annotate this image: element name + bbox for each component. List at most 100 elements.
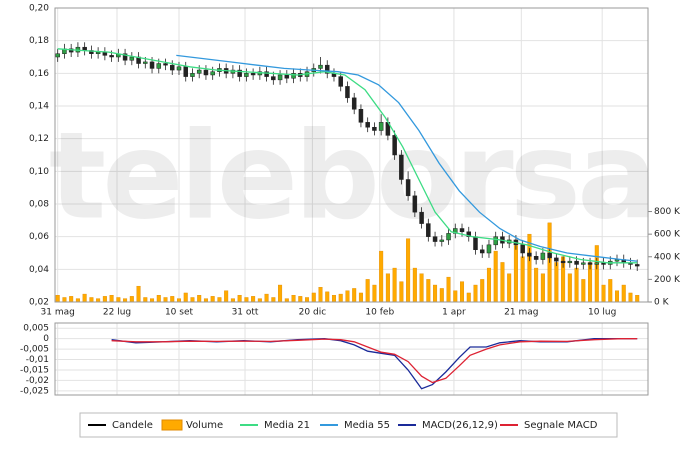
volume-bar <box>446 276 451 303</box>
plot-area <box>55 323 648 395</box>
volume-bar <box>460 281 465 303</box>
volume-bar <box>257 298 262 303</box>
volume-bar <box>608 279 613 303</box>
legend-label: Candele <box>112 420 153 431</box>
volume-bar <box>615 290 620 303</box>
y2-tick-label: 0 K <box>654 298 670 308</box>
series-line <box>176 54 638 262</box>
candle-body <box>493 236 498 246</box>
volume-bar <box>237 295 242 303</box>
volume-bar <box>278 284 283 303</box>
y-tick-label: 0,16 <box>29 69 49 79</box>
candle-body <box>250 73 256 76</box>
volume-bar <box>365 279 370 303</box>
volume-bar <box>217 297 222 303</box>
candle-body <box>284 74 290 79</box>
volume-bar <box>473 284 478 303</box>
volume-bar <box>507 273 512 303</box>
volume-bar <box>170 296 175 303</box>
volume-bar <box>136 285 141 303</box>
volume-bar <box>379 250 384 303</box>
volume-bar <box>574 267 579 303</box>
y-tick-label: 0,14 <box>29 102 49 112</box>
volume-bar <box>345 290 350 303</box>
x-tick-label: 20 dic <box>299 308 327 318</box>
x-tick-label: 22 lug <box>103 308 131 318</box>
candle-body <box>109 55 114 58</box>
volume-bar <box>305 297 310 303</box>
volume-bar <box>62 297 67 303</box>
y-tick-label: 0,20 <box>29 4 49 14</box>
y-tick-label: 0,10 <box>29 167 49 177</box>
volume-bar <box>540 273 545 303</box>
candle-body <box>405 179 411 197</box>
volume-bar <box>291 295 296 303</box>
y-tick-label: 0,06 <box>29 232 49 242</box>
y-tick-label: -0,01 <box>26 355 49 365</box>
volume-bar <box>480 279 485 303</box>
candle-body <box>486 244 492 254</box>
volume-bar <box>520 256 525 303</box>
volume-bar <box>230 298 235 303</box>
candle-body <box>210 71 215 76</box>
candle-body <box>365 122 370 128</box>
y2-tick-label: 200 K <box>654 275 681 285</box>
volume-bar <box>621 284 626 303</box>
candle-body <box>271 76 276 81</box>
candle-body <box>338 76 343 87</box>
candle-body <box>634 264 640 267</box>
x-tick-label: 21 mag <box>504 308 538 318</box>
volume-bar <box>163 297 168 303</box>
series-line <box>57 48 638 264</box>
volume-bar <box>439 288 444 303</box>
candle-body <box>479 249 485 254</box>
candle-body <box>237 69 242 77</box>
volume-bar <box>406 238 411 303</box>
candle-body <box>554 257 559 262</box>
y-tick-label: 0,04 <box>29 265 49 275</box>
x-tick-label: 10 set <box>165 308 194 318</box>
volume-bar <box>251 296 256 303</box>
volume-bar <box>493 250 498 303</box>
candle-body <box>567 260 573 264</box>
volume-bar <box>183 292 188 303</box>
y-tick-label: 0 <box>43 334 49 344</box>
candle-body <box>170 64 175 71</box>
volume-bar <box>419 273 424 303</box>
volume-bar <box>399 281 404 303</box>
volume-bar <box>176 298 181 303</box>
y2-tick-label: 400 K <box>654 252 681 262</box>
candle-body <box>453 228 458 234</box>
candle-body <box>399 154 404 180</box>
volume-bar <box>89 297 94 303</box>
candle-body <box>183 66 188 77</box>
y-tick-label: 0,005 <box>23 324 49 334</box>
volume-bar <box>96 298 101 303</box>
legend-label: Segnale MACD <box>524 420 598 431</box>
volume-bar <box>338 293 343 303</box>
candle-body <box>372 126 377 131</box>
y-tick-label: 0,12 <box>29 134 49 144</box>
volume-bar <box>224 290 229 303</box>
candle-body <box>122 53 128 61</box>
x-tick-label: 31 mag <box>41 308 75 318</box>
candle-body <box>439 239 445 242</box>
volume-bar <box>433 284 438 303</box>
legend-label: Media 21 <box>264 420 310 431</box>
candle-body <box>176 66 182 71</box>
y-tick-label: -0,015 <box>20 365 49 375</box>
volume-bar <box>372 284 377 303</box>
volume-bar <box>385 273 390 303</box>
candle-body <box>203 69 209 76</box>
volume-bar <box>156 295 161 303</box>
candle-body <box>358 109 364 123</box>
volume-bar <box>628 292 633 303</box>
candle-body <box>587 262 593 265</box>
volume-bar <box>298 296 303 303</box>
candle-body <box>392 135 397 156</box>
volume-bar <box>466 292 471 303</box>
volume-bar <box>426 279 431 303</box>
candle-body <box>533 256 539 260</box>
